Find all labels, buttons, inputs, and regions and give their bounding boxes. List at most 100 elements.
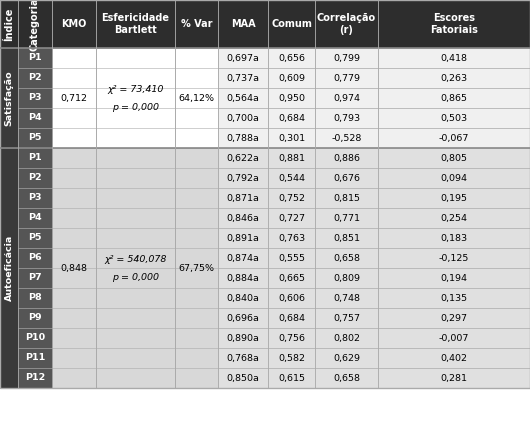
Text: 0,748: 0,748 [333, 294, 360, 302]
Text: 0,696a: 0,696a [226, 313, 260, 322]
Text: 0,805: 0,805 [440, 154, 467, 163]
Text: 0,094: 0,094 [440, 173, 467, 182]
Text: Comum: Comum [271, 19, 312, 29]
Text: 0,850a: 0,850a [226, 374, 260, 383]
Bar [18, 348, 52, 368]
Bar [18, 108, 52, 128]
Text: 0,851: 0,851 [333, 233, 360, 243]
Text: 0,615: 0,615 [278, 374, 305, 383]
Bar [18, 308, 52, 328]
Bar [218, 128, 268, 148]
Bar [378, 308, 530, 328]
Text: Satisfação: Satisfação [4, 70, 13, 126]
Text: 0,871a: 0,871a [226, 194, 260, 203]
Text: 0,555: 0,555 [278, 254, 305, 262]
Text: 0,658: 0,658 [333, 374, 360, 383]
Text: Correlação
(r): Correlação (r) [317, 13, 376, 35]
Bar [18, 288, 52, 308]
Text: 0,757: 0,757 [333, 313, 360, 322]
Text: 0,809: 0,809 [333, 273, 360, 283]
Bar [218, 188, 268, 208]
Text: Escores
Fatoriais: Escores Fatoriais [430, 13, 478, 35]
Text: 0,697a: 0,697a [226, 53, 260, 62]
Text: P5: P5 [28, 233, 42, 243]
Text: 0,756: 0,756 [278, 334, 305, 343]
Bar [378, 328, 530, 348]
Text: 0,846a: 0,846a [226, 214, 260, 222]
Text: -0,125: -0,125 [439, 254, 469, 262]
Bar [96, 48, 175, 148]
Text: P3: P3 [28, 93, 42, 102]
Text: χ² = 73,410: χ² = 73,410 [107, 85, 164, 93]
Bar [52, 48, 96, 148]
Text: 0,297: 0,297 [440, 313, 467, 322]
Bar [268, 228, 315, 248]
Text: P10: P10 [25, 334, 45, 343]
Text: 0,301: 0,301 [278, 133, 305, 142]
Bar [218, 248, 268, 268]
Text: 0,865: 0,865 [440, 93, 467, 102]
Text: 0,194: 0,194 [440, 273, 467, 283]
Text: P3: P3 [28, 194, 42, 203]
Text: 0,881: 0,881 [278, 154, 305, 163]
Text: 0,792a: 0,792a [226, 173, 260, 182]
Bar [268, 168, 315, 188]
Text: 0,950: 0,950 [278, 93, 305, 102]
Bar [315, 268, 378, 288]
Bar [378, 228, 530, 248]
Text: 0,656: 0,656 [278, 53, 305, 62]
Bar [268, 288, 315, 308]
Bar [18, 188, 52, 208]
Bar [18, 148, 52, 168]
Bar [218, 348, 268, 368]
Text: -0,528: -0,528 [331, 133, 361, 142]
Text: 0,799: 0,799 [333, 53, 360, 62]
Bar [315, 188, 378, 208]
Text: 0,281: 0,281 [440, 374, 467, 383]
Text: 0,884a: 0,884a [226, 273, 260, 283]
Bar [268, 268, 315, 288]
Text: 0,254: 0,254 [440, 214, 467, 222]
Text: -0,007: -0,007 [439, 334, 469, 343]
Text: 0,582: 0,582 [278, 353, 305, 362]
Text: 0,263: 0,263 [440, 74, 467, 83]
Bar [218, 268, 268, 288]
Bar [268, 188, 315, 208]
Bar [96, 148, 175, 388]
Bar [378, 128, 530, 148]
Text: P1: P1 [28, 154, 42, 163]
Bar [18, 328, 52, 348]
Bar [315, 88, 378, 108]
Bar [315, 148, 378, 168]
Text: p = 0,000: p = 0,000 [112, 102, 159, 111]
Bar [315, 288, 378, 308]
Bar [175, 148, 218, 388]
Bar [268, 248, 315, 268]
Text: Autoeficácia: Autoeficácia [4, 235, 13, 301]
Text: 0,609: 0,609 [278, 74, 305, 83]
Text: 0,622a: 0,622a [226, 154, 260, 163]
Text: 0,503: 0,503 [440, 114, 467, 123]
Text: 0,135: 0,135 [440, 294, 467, 302]
Text: 0,665: 0,665 [278, 273, 305, 283]
Bar [218, 288, 268, 308]
Text: 0,658: 0,658 [333, 254, 360, 262]
Bar [0, 48, 18, 148]
Bar [315, 168, 378, 188]
Text: Esfericidade
Bartlett: Esfericidade Bartlett [102, 13, 170, 35]
Text: 0,886: 0,886 [333, 154, 360, 163]
Text: 0,763: 0,763 [278, 233, 305, 243]
Bar [268, 108, 315, 128]
Bar [378, 208, 530, 228]
Text: 0,418: 0,418 [440, 53, 467, 62]
Bar [218, 168, 268, 188]
Bar [18, 0, 52, 48]
Text: 0,629: 0,629 [333, 353, 360, 362]
Text: p = 0,000: p = 0,000 [112, 273, 159, 282]
Bar [218, 68, 268, 88]
Bar [52, 0, 96, 48]
Text: 0,890a: 0,890a [226, 334, 260, 343]
Text: Categoria: Categoria [30, 0, 40, 51]
Bar [268, 148, 315, 168]
Bar [18, 368, 52, 388]
